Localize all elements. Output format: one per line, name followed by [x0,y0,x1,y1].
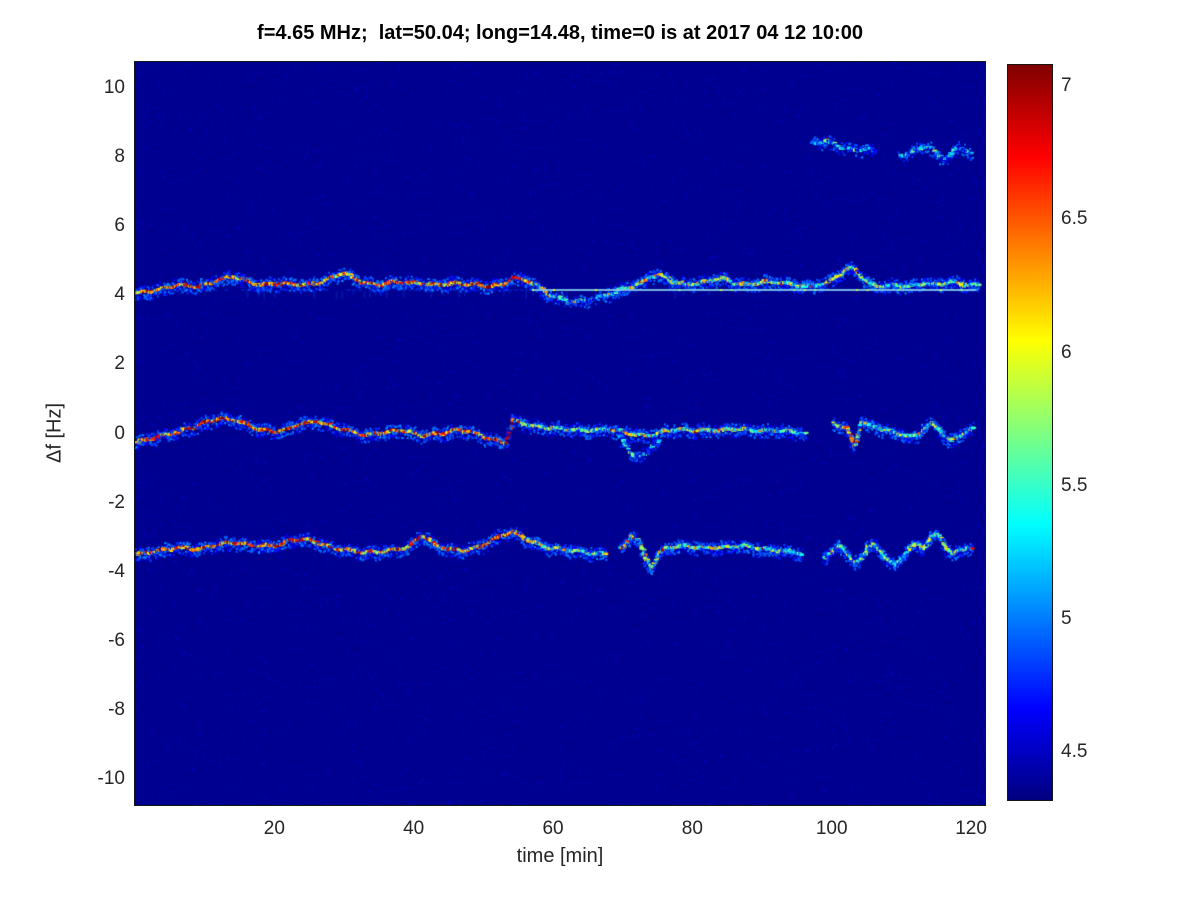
y-tick-label: 2 [114,353,125,375]
colorbar-tick-label: 6 [1061,341,1072,363]
colorbar [1007,64,1053,801]
x-tick-label: 40 [403,818,425,839]
y-tick-label: -2 [108,491,125,513]
x-tick-label: 120 [955,818,987,839]
y-tick-label: 4 [114,284,125,306]
y-tick-label: 6 [114,215,125,237]
y-tick-label: -10 [97,768,125,790]
colorbar-tick-label: 5 [1061,607,1072,629]
y-tick-label: 10 [103,76,125,98]
x-tick-label: 100 [815,818,848,839]
x-tick-label: 20 [263,818,285,839]
colorbar-tick-label: 6.5 [1061,208,1088,230]
x-axis-label: time [min] [516,845,604,867]
x-tick-label: 60 [542,818,564,839]
colorbar-tick-label: 5.5 [1061,474,1088,496]
spectrogram-heatmap [134,61,986,806]
colorbar-tick-label: 4.5 [1061,741,1088,763]
y-tick-label: -4 [108,560,125,582]
y-axis-label: Δf [Hz] [43,402,66,464]
y-tick-label: -8 [108,698,125,720]
colorbar-tick-label: 7 [1061,75,1072,97]
x-tick-label: 80 [681,818,703,839]
y-tick-label: 8 [114,146,125,168]
y-tick-label: 0 [114,422,125,444]
y-tick-label: -6 [108,629,125,651]
plot-title: f=4.65 MHz; lat=50.04; long=14.48, time=… [257,22,863,44]
